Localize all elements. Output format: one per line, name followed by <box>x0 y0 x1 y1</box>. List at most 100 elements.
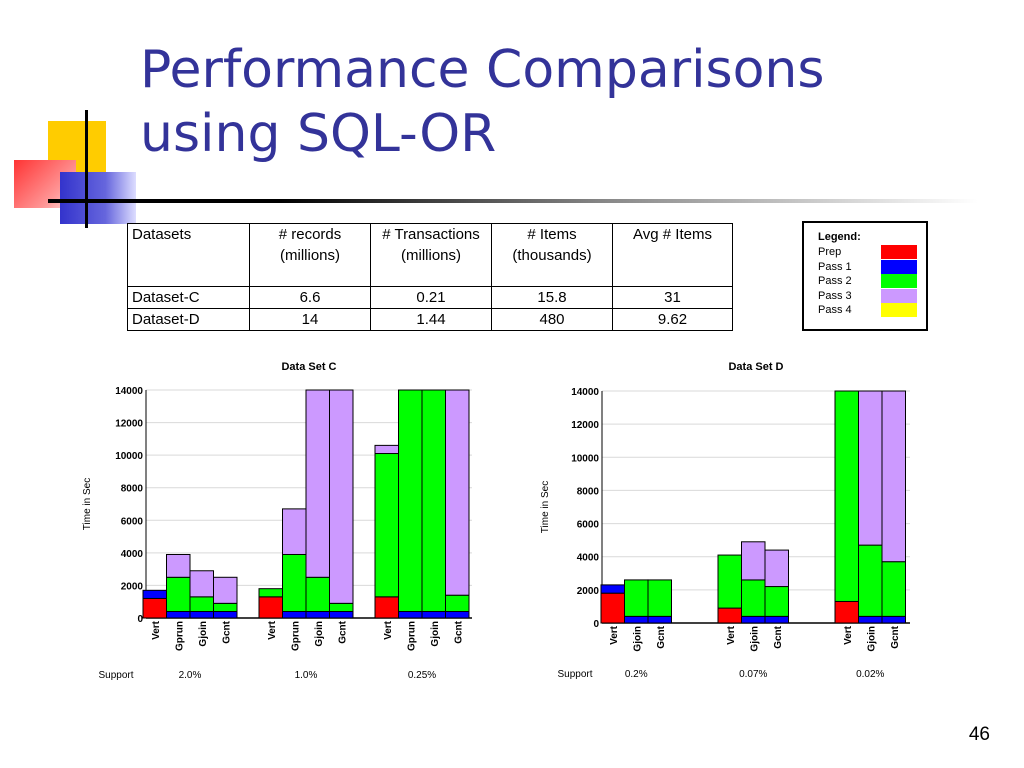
decor-blue-block <box>60 172 136 224</box>
y-tick-label: 10000 <box>115 451 143 462</box>
legend-swatch <box>881 303 917 317</box>
table-cell: 14 <box>249 308 371 331</box>
bar-segment-prep <box>834 600 859 624</box>
title-underline <box>48 199 978 203</box>
legend-label: Pass 3 <box>818 290 852 302</box>
x-tick-label: Vert <box>151 620 162 640</box>
bar-segment-pass2 <box>329 602 354 612</box>
y-tick-label: 10000 <box>571 453 599 464</box>
header-cell: # Items (thousands) <box>491 223 613 287</box>
header-cell: Avg # Items <box>612 223 733 287</box>
x-tick-label: Gjoin <box>198 621 209 647</box>
bar-segment-pass2 <box>624 579 649 617</box>
bar-segment-pass2 <box>741 579 766 617</box>
legend-item-pass3: Pass 3 <box>818 289 924 303</box>
support-label: Support <box>557 669 592 680</box>
header-text: # Items <box>527 226 577 243</box>
bar-segment-pass2 <box>717 554 742 609</box>
bar-segment-pass3 <box>858 390 883 546</box>
bar-segment-pass1 <box>764 615 789 624</box>
table-cell: 0.21 <box>370 286 492 309</box>
bar-segment-pass3 <box>374 444 399 455</box>
x-tick-label: Gprun <box>290 621 301 651</box>
table-cell: 6.6 <box>249 286 371 309</box>
y-tick-label: 12000 <box>115 419 143 430</box>
bar-segment-pass3 <box>305 389 330 578</box>
support-value: 0.02% <box>856 669 884 680</box>
table-row: Dataset-D 14 1.44 480 9.62 <box>127 308 733 331</box>
header-subtext: (thousands) <box>512 247 592 264</box>
bar-segment-prep <box>600 592 625 624</box>
bar-segment-pass2 <box>258 588 283 598</box>
bar-segment-pass2 <box>881 561 906 617</box>
x-tick-label: Gcnt <box>337 620 348 643</box>
support-value: 1.0% <box>295 670 318 681</box>
legend-label: Pass 4 <box>818 304 852 316</box>
y-tick-label: 4000 <box>121 549 144 560</box>
bar-segment-pass3 <box>166 553 191 578</box>
y-tick-label: 0 <box>137 614 143 625</box>
header-cell: # records (millions) <box>249 223 371 287</box>
y-tick-label: 14000 <box>115 386 143 397</box>
legend-swatch <box>881 260 917 274</box>
bar-segment-pass1 <box>600 584 625 594</box>
header-cell: Datasets <box>127 223 250 287</box>
table-cell: 1.44 <box>370 308 492 331</box>
y-tick-label: 2000 <box>577 586 600 597</box>
header-subtext: (millions) <box>280 247 340 264</box>
x-tick-label: Gprun <box>406 621 417 651</box>
bar-segment-pass1 <box>166 610 191 619</box>
legend-swatch <box>881 245 917 259</box>
chart-title: Data Set C <box>281 361 336 373</box>
y-tick-label: 8000 <box>121 484 144 495</box>
bar-segment-pass1 <box>421 610 446 619</box>
bar-segment-pass1 <box>624 615 649 624</box>
legend-label: Pass 2 <box>818 275 852 287</box>
y-tick-label: 2000 <box>121 581 144 592</box>
x-tick-label: Gjoin <box>430 621 441 647</box>
chart-data-set-c: Data Set C 0 2000 4000 6000 8000 10000 12000 140… <box>82 361 472 681</box>
x-tick-label: Gcnt <box>773 625 784 648</box>
title-line-1: Performance Comparisons <box>140 40 825 100</box>
header-text: # Transactions <box>382 226 480 243</box>
table-cell: 15.8 <box>491 286 613 309</box>
bar-segment-pass2 <box>189 596 214 612</box>
bar-segment-pass2 <box>213 602 238 612</box>
bar-segment-pass2 <box>166 576 191 612</box>
bar-segment-pass2 <box>764 586 789 617</box>
bar-segment-pass1 <box>445 610 470 619</box>
legend-title: Legend: <box>818 231 861 243</box>
legend-label: Prep <box>818 246 842 258</box>
table-cell: 9.62 <box>612 308 733 331</box>
chart-data-set-d: Data Set D 0 2000 4000 6000 8000 10000 12000 140… <box>540 361 910 680</box>
support-value: 2.0% <box>179 670 202 681</box>
bar-segment-pass1 <box>398 610 423 619</box>
legend-box: Legend: Prep Pass 1 Pass 2 Pass 3 Pass 4 <box>802 221 928 331</box>
header-text: # records <box>278 226 342 243</box>
x-tick-label: Gjoin <box>749 626 760 652</box>
support-value: 0.25% <box>408 670 436 681</box>
bar-segment-pass2 <box>858 544 883 617</box>
header-text: Avg # Items <box>633 226 712 243</box>
bar-segment-pass2 <box>305 576 330 612</box>
bar-segment-pass2 <box>282 553 307 612</box>
legend-item-pass4: Pass 4 <box>818 303 924 317</box>
bar-segment-pass1 <box>142 589 167 599</box>
legend-label: Pass 1 <box>818 261 852 273</box>
y-tick-label: 14000 <box>571 387 599 398</box>
bar-segment-pass1 <box>647 615 672 624</box>
x-tick-label: Gjoin <box>866 626 877 652</box>
x-tick-label: Vert <box>267 620 278 640</box>
x-tick-label: Vert <box>609 625 620 645</box>
x-tick-label: Gcnt <box>890 625 901 648</box>
table-cell: 480 <box>491 308 613 331</box>
legend-item-prep: Prep <box>818 245 924 259</box>
bar-segment-pass1 <box>213 610 238 619</box>
x-tick-label: Gjoin <box>314 621 325 647</box>
support-value: 0.07% <box>739 669 767 680</box>
bar-segment-pass3 <box>881 390 906 563</box>
bar-segment-pass1 <box>881 615 906 624</box>
support-value: 0.2% <box>625 669 648 680</box>
bar-segment-pass1 <box>858 615 883 624</box>
bar-segment-pass3 <box>282 508 307 555</box>
